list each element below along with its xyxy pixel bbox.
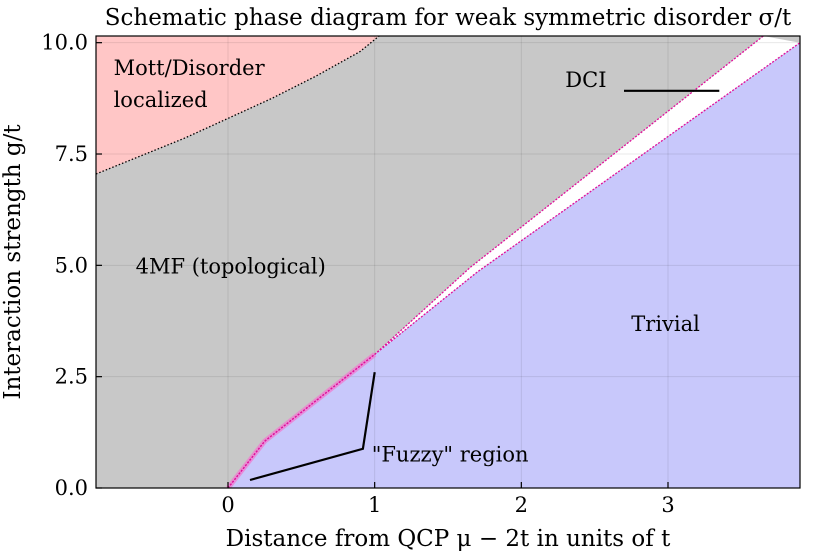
lower-transition-line — [227, 42, 800, 488]
x-axis-label: Distance from QCP μ − 2t in units of t — [226, 526, 671, 552]
fuzzy-annotation-label: "Fuzzy" region — [372, 442, 529, 466]
y-tick-label-3: 7.5 — [55, 142, 88, 166]
region-trivial — [228, 42, 800, 488]
trivial-region-label: Trivial — [631, 312, 700, 336]
x-tick-label-1: 1 — [368, 493, 381, 517]
fuzzy-region-glow — [226, 352, 377, 488]
topological-region-label: 4MF (topological) — [136, 254, 326, 278]
x-axis-ticks: 0 1 2 3 — [221, 482, 675, 517]
dci-annotation-label: DCI — [565, 68, 606, 92]
plot-frame — [95, 35, 801, 489]
y-axis-label: Interaction strength g/t — [0, 124, 26, 400]
fuzzy-annotation-line — [249, 372, 376, 482]
x-tick-label-3: 3 — [661, 493, 674, 517]
chart-title: Schematic phase diagram for weak symmetr… — [105, 5, 792, 31]
mott-region-label-line1: Mott/Disorder — [114, 56, 266, 80]
region-mott — [96, 36, 380, 174]
x-tick-label-2: 2 — [515, 493, 528, 517]
y-tick-label-1: 2.5 — [55, 365, 88, 389]
y-axis-ticks: 0.0 2.5 5.0 7.5 10.0 — [41, 31, 102, 500]
gridlines — [96, 36, 800, 488]
y-tick-label-4: 10.0 — [41, 31, 88, 55]
y-tick-label-2: 5.0 — [55, 253, 88, 277]
mott-region-label-line2: localized — [114, 88, 208, 112]
y-tick-label-0: 0.0 — [55, 476, 88, 500]
x-tick-label-0: 0 — [221, 493, 234, 517]
plot-area — [96, 36, 800, 488]
region-dci — [228, 36, 800, 488]
